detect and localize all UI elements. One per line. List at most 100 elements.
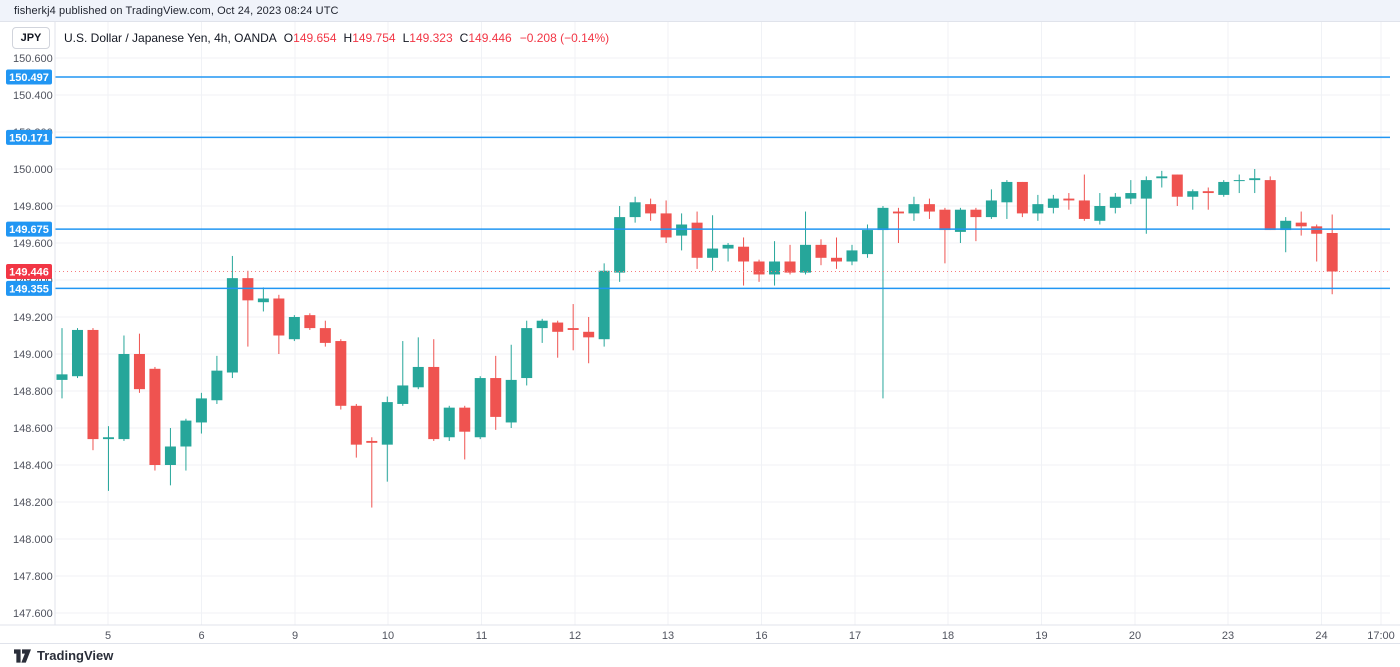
candle-body [970,209,982,218]
time-tick-label: 16 [755,630,767,642]
time-tick-label: 11 [476,630,487,642]
candle-body [459,407,471,432]
price-tick-label: 148.200 [13,497,53,509]
candle-body [800,244,812,273]
legend-O: O149.654 [283,31,337,45]
candle-body [1218,181,1230,195]
candle-body [552,322,564,332]
candle-body [1280,220,1292,231]
price-tick-label: 149.200 [13,312,53,324]
candle-body [366,440,378,443]
price-tick-label: 148.600 [13,423,53,435]
time-tick-label: 17 [849,630,861,642]
candle-body [397,385,409,404]
candle-body [908,204,920,214]
price-tick-label: 149.000 [13,349,53,361]
candle-body [877,207,889,231]
time-tick-label: 17:00 [1367,630,1395,642]
candle-body [722,244,734,249]
candle-body [1109,196,1121,208]
candle-body [1047,198,1059,208]
candle-body [319,328,331,343]
alert-price-badge [6,129,52,145]
time-axis[interactable]: 5 6 9 10 11 12 13 16 17 18 19 20 23 24 17:00 [105,630,1395,642]
candle-body [1156,176,1168,179]
price-badges: 150.497 150.171 149.675 149.355 149.446 [6,69,52,296]
time-tick-label: 5 [105,630,111,642]
candle-body [211,370,223,401]
time-tick-label: 23 [1222,630,1234,642]
candle-body [676,224,688,236]
alert-price-badge [6,280,52,296]
candle-body [1016,181,1028,214]
alert-price-badge [6,221,52,237]
candle-body [1063,198,1075,201]
price-tick-label: 149.800 [13,201,53,213]
candle-body [985,200,997,218]
candle-body [118,354,130,440]
time-tick-label: 24 [1315,630,1327,642]
chart-background [0,22,1400,643]
candle-body [226,278,238,373]
candle-body [1311,226,1323,234]
candle-body [1032,204,1044,214]
candle-body [645,204,657,214]
candle-body [629,202,641,218]
candle-body [149,368,161,465]
candle-body [1001,181,1013,203]
candlestick-chart[interactable]: 150.600150.400150.200150.000149.800149.6… [0,22,1400,643]
price-badge-label: 149.355 [9,283,49,295]
candle-body [753,261,765,275]
candles-series [56,169,1338,508]
candle-body [304,315,316,329]
candle-body [102,437,114,440]
candle-body [846,250,858,262]
symbol-title: U.S. Dollar / Japanese Yen, 4h, OANDA [64,31,277,45]
price-tick-label: 150.000 [13,164,53,176]
alert-price-badge [6,69,52,85]
price-tick-label: 148.800 [13,386,53,398]
candle-body [164,446,176,465]
candle-body [1249,178,1261,181]
candle-body [769,261,781,275]
candle-body [133,354,145,390]
symbol-button[interactable]: JPY [12,27,50,49]
candle-body [288,317,300,340]
candle-body [1094,206,1106,221]
legend-L: L149.323 [402,31,453,45]
candle-body [1187,191,1199,197]
footer-bar: TradingView [0,643,1400,667]
candle-body [536,320,548,329]
candle-body [56,374,68,380]
price-tick-label: 148.000 [13,534,53,546]
price-badge-label: 150.171 [9,132,49,144]
candle-body [1326,233,1338,272]
candle-body [412,366,424,388]
tradingview-logo[interactable]: TradingView [14,648,113,663]
last-price-badge [6,263,52,279]
candle-body [831,257,842,262]
ohlc-values: O149.654 H149.754 L149.323 C149.446 [277,29,512,47]
candle-body [1264,180,1276,231]
candle-body [923,204,935,212]
legend-C: C149.446 [459,31,512,45]
attribution-bar: fisherkj4 published on TradingView.com, … [0,0,1400,22]
candle-body [1171,174,1183,197]
candle-body [87,329,99,440]
time-tick-label: 10 [382,630,394,642]
time-tick-label: 18 [942,630,954,642]
price-tick-label: 147.600 [13,608,53,620]
candle-body [443,407,455,438]
price-tick-label: 150.400 [13,90,53,102]
candle-body [1233,180,1245,182]
candle-body [614,217,626,273]
tradingview-logo-icon [14,648,31,663]
candle-body [738,246,750,262]
candle-body [474,378,486,438]
candle-body [892,211,904,214]
price-lines [55,76,1390,290]
price-tick-label: 149.600 [13,238,53,250]
candle-body [428,366,440,440]
candle-body [1078,200,1090,219]
